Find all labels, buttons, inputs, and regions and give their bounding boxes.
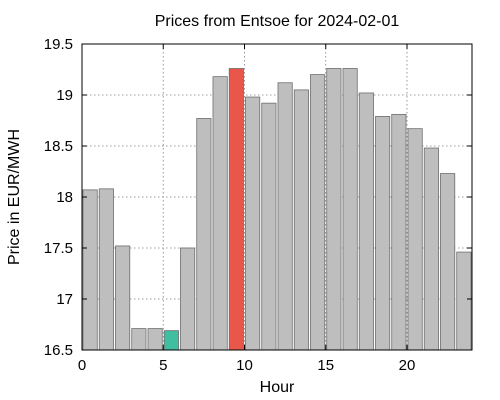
grid-lines — [82, 44, 472, 350]
bar-hour-6 — [180, 247, 196, 351]
bar-hour-22 — [440, 173, 456, 351]
bar-max-price-hour-9 — [228, 68, 244, 351]
x-tick-label: 5 — [159, 357, 167, 374]
x-tick-label: 0 — [78, 357, 86, 374]
tick-labels: 0 5 10 15 20 16.5 17 17.5 18 18.5 19 19.5 — [44, 36, 416, 374]
y-tick-label: 16.5 — [44, 342, 73, 359]
bar-hour-19 — [391, 113, 407, 351]
bar-hour-1 — [98, 188, 114, 351]
bars — [82, 68, 472, 351]
x-axis-label: Hour — [260, 379, 295, 396]
y-tick-label: 18.5 — [44, 138, 73, 155]
bar-hour-11 — [261, 102, 277, 351]
bar-min-price-hour-5 — [163, 330, 179, 351]
x-tick-label: 10 — [236, 357, 253, 374]
bar-hour-3 — [131, 328, 147, 351]
x-tick-label: 15 — [317, 357, 334, 374]
y-tick-label: 18 — [56, 189, 73, 206]
y-tick-label: 19.5 — [44, 36, 73, 53]
bar-hour-0 — [82, 189, 98, 351]
chart-title: Prices from Entsoe for 2024-02-01 — [155, 13, 400, 30]
bar-hour-21 — [423, 147, 439, 351]
bar-hour-17 — [358, 92, 374, 351]
bar-hour-12 — [277, 82, 293, 351]
ticks — [81, 43, 472, 351]
x-tick-label: 20 — [399, 357, 416, 374]
y-tick-label: 17 — [56, 291, 73, 308]
bar-hour-4 — [147, 328, 163, 351]
y-tick-label: 19 — [56, 87, 73, 104]
y-tick-label: 17.5 — [44, 240, 73, 257]
bar-hour-20 — [407, 128, 423, 351]
bar-hour-15 — [326, 68, 342, 351]
bar-hour-16 — [342, 68, 358, 351]
bar-hour-2 — [115, 245, 131, 351]
bar-hour-7 — [196, 118, 212, 351]
bar-hour-18 — [375, 116, 391, 351]
bar-hour-23 — [456, 251, 472, 351]
bar-hour-10 — [245, 96, 261, 351]
bar-hour-13 — [293, 89, 309, 351]
bar-hour-14 — [310, 74, 326, 351]
y-axis-label: Price in EUR/MWH — [6, 129, 23, 265]
bar-hour-8 — [212, 76, 228, 351]
